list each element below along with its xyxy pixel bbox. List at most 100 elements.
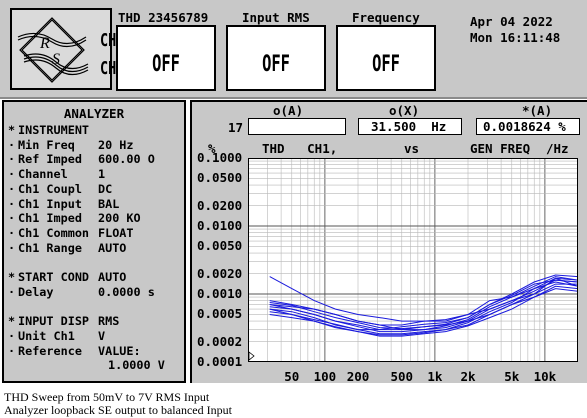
row-value: AUTO [98,270,127,284]
row-label: Unit Ch1 [18,328,75,343]
row-bullet: · [8,343,16,358]
analyzer-row[interactable]: * INSTRUMENT [8,123,98,137]
cursor-ox-field[interactable]: 31.500 Hz [358,118,462,135]
rohde-schwarz-logo: R S CH1 CH2 [10,8,124,90]
analyzer-row[interactable]: · Ch1 Coupl DC [8,182,112,196]
row-label: INPUT DISP [18,314,90,329]
row-label: Ch1 Input [18,196,82,211]
row-value: V [98,328,106,343]
analyzer-row[interactable]: · Ch1 Range AUTO [8,241,126,255]
vs-label: vs [404,141,420,156]
meter-thd-value: OFF [152,52,180,77]
y-tick-label: 0.0200 [197,197,243,213]
x-tick-label: 10k [533,369,557,384]
row-bullet: · [8,240,16,255]
meter-freq-display[interactable]: OFF [336,25,436,91]
date-display: Apr 04 2022 [470,14,553,29]
x-tick-label: 1k [427,369,443,384]
x-tick-label: 2k [460,369,476,384]
analyzer-row[interactable]: · Channel 1 [8,167,105,181]
svg-text:R: R [39,35,50,52]
y-tick-label: 0.0100 [197,218,243,233]
cursor-ox-label: o(X) [389,103,420,118]
x-axis-unit: /Hz [546,141,569,156]
row-value: 1 [98,167,106,182]
row-value: 20 Hz [98,137,134,152]
analyzer-row [8,255,98,269]
y-tick-label: 0.0010 [197,286,243,301]
analyzer-row[interactable]: 1.0000 V [8,358,165,372]
thd-sweep-line [269,276,578,331]
analyzer-row[interactable]: · Unit Ch1 V [8,329,105,343]
y-tick-label: 0.0005 [197,306,243,322]
y-tick-label: 0.1000 [197,150,243,165]
meter-thd-title: THD 23456789 [118,10,209,25]
meter-freq-title: Frequency [352,10,420,25]
row-label: Reference [18,343,82,358]
row-label: Ch1 Coupl [18,181,82,196]
meter-thd-display[interactable]: OFF [116,25,216,91]
time-display: Mon 16:11:48 [470,30,561,45]
x-tick-label: 100 [313,369,337,384]
x-tick-label: 500 [390,369,414,384]
y-unit: % [208,141,216,156]
row-bullet: · [8,181,16,196]
svg-text:S: S [52,51,60,68]
x-tick-label: 50 [284,369,300,384]
cursor-oa-field[interactable] [248,118,346,135]
thd-plot[interactable] [248,158,578,362]
x-axis-name: GEN FREQ [470,141,531,156]
analyzer-row[interactable]: · Delay 0.0000 s [8,285,155,299]
analyzer-row[interactable]: · Ch1 Input BAL [8,197,119,211]
plot-background [248,158,578,362]
cursor-marker-icon[interactable] [248,351,255,361]
meter-rms-value: OFF [262,52,290,77]
row-value: 200 KO [98,211,141,226]
analyzer-title: ANALYZER [63,106,125,121]
row-value: VALUE: [98,343,141,358]
thd-sweep-line [269,283,578,335]
row-bullet: * [8,314,16,329]
row-value: RMS [98,314,120,329]
analyzer-row[interactable]: · Ref Imped 600.00 O [8,152,155,166]
cursor-stara-field[interactable]: 0.0018624 % [476,118,580,135]
cursor-index: 17 [228,120,244,135]
row-bullet: * [8,123,16,137]
analyzer-row[interactable]: · Reference VALUE: [8,344,141,358]
trace-name: THD CH1, [262,141,338,156]
y-tick-label: 0.0002 [197,333,243,349]
top-bar: R S CH1 CH2 THD 23456789 OFF Input RMS O… [0,0,587,99]
meter-rms-display[interactable]: OFF [226,25,326,91]
analyzer-row[interactable]: · Min Freq 20 Hz [8,138,134,152]
row-label: INSTRUMENT [18,123,90,137]
row-bullet: · [8,284,16,299]
row-value: BAL [98,196,120,211]
row-bullet: · [8,211,16,226]
meter-freq-value: OFF [372,52,400,77]
thd-sweep-line [269,279,578,330]
caption-line2: Analyzer loopback SE output to balanced … [4,403,232,417]
row-label: Ref Imped [18,152,82,167]
row-label: Ch1 Common [18,225,90,240]
plot-border [248,158,578,362]
row-value: 1.0000 V [108,358,165,373]
row-value: 0.0000 s [98,284,155,299]
x-tick-label: 5k [504,369,520,384]
thd-sweep-line [269,288,578,337]
analyzer-panel: ANALYZER * INSTRUMENT · Min Freq 20 Hz · Ref I… [2,100,186,383]
row-value: FLOAT [98,225,134,240]
y-tick-label: 0.0020 [197,265,243,281]
row-bullet: * [8,270,16,284]
row-label: Min Freq [18,137,75,152]
analyzer-row[interactable]: * START COND AUTO [8,270,126,284]
analyzer-row[interactable]: * INPUT DISP RMS [8,314,119,328]
row-label: Delay [18,284,54,299]
x-tick-label: 200 [346,369,370,384]
cursor-stara-label: *(A) [522,103,553,118]
row-bullet: · [8,196,16,211]
analyzer-row[interactable]: · Ch1 Imped 200 KO [8,211,141,225]
row-bullet: · [8,225,16,240]
row-value: DC [98,181,113,196]
y-tick-label: 0.0001 [197,354,243,369]
analyzer-row[interactable]: · Ch1 Common FLOAT [8,226,134,240]
